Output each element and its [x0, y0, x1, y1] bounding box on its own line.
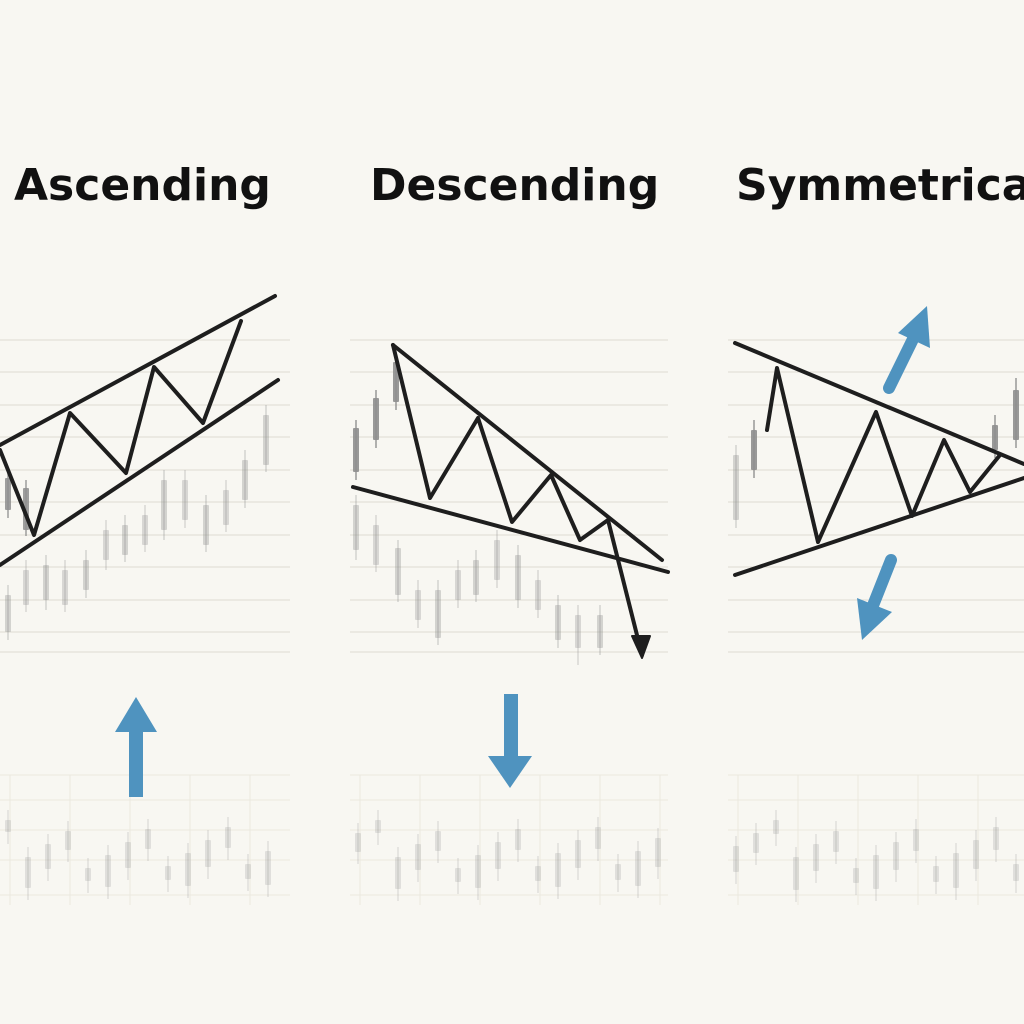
candle-body [185, 853, 191, 886]
candle-body [105, 855, 111, 887]
candle-body [65, 831, 71, 850]
candle-body [23, 570, 29, 605]
candle-body [205, 840, 211, 867]
breakout-up-arrowhead [898, 306, 930, 348]
candle-body [993, 827, 999, 850]
candle-body [415, 844, 421, 870]
candle-body [833, 831, 839, 852]
trendline [733, 476, 1024, 577]
candle-body [355, 833, 361, 852]
candle-body [5, 820, 11, 832]
candle-body [395, 548, 401, 595]
candle-body [475, 855, 481, 888]
panel-title-ascending: Ascending [14, 160, 271, 211]
candle-body [25, 857, 31, 888]
candle-body [793, 857, 799, 890]
candle-body [615, 864, 621, 880]
candle-body [415, 590, 421, 620]
candle-body [373, 525, 379, 565]
candle-body [495, 842, 501, 869]
candle-body [242, 460, 248, 500]
candle-body [375, 820, 381, 833]
candle-body [555, 853, 561, 887]
candle-body [635, 851, 641, 886]
candle-body [555, 605, 561, 640]
candle-body [395, 857, 401, 889]
candle-body [353, 428, 359, 472]
candle-body [1013, 864, 1019, 881]
price-zigzag [391, 343, 644, 657]
breakdown-down-arrow [866, 554, 897, 614]
candle-body [515, 829, 521, 850]
breakdown-down-arrowhead [857, 598, 892, 640]
panel-title-descending: Descending [370, 160, 660, 211]
candle-body [933, 866, 939, 882]
breakout-up-arrow [883, 329, 921, 394]
candle-body [953, 853, 959, 888]
candle-body [161, 480, 167, 530]
candle-body [145, 829, 151, 849]
candle-body [45, 844, 51, 869]
candle-body [85, 868, 91, 881]
candle-body [813, 844, 819, 871]
candle-body [182, 480, 188, 520]
candle-body [597, 615, 603, 648]
candle-body [751, 430, 757, 470]
candle-body [893, 842, 899, 870]
candle-body [455, 570, 461, 600]
trendline [733, 341, 1024, 466]
candle-body [62, 570, 68, 605]
candle-body [992, 425, 998, 450]
candle-body [435, 590, 441, 638]
candle-body [575, 840, 581, 868]
candle-body [5, 595, 11, 632]
candle-body [455, 868, 461, 882]
candle-body [103, 530, 109, 560]
candle-body [973, 840, 979, 869]
candle-body [733, 846, 739, 872]
candle-body [535, 866, 541, 881]
panel-title-symmetrical: Symmetrical [736, 160, 1024, 211]
candle-body [575, 615, 581, 648]
trendline [0, 378, 280, 567]
candle-body [165, 866, 171, 880]
candle-body [435, 831, 441, 851]
candle-body [773, 820, 779, 834]
breakdown-arrowhead [631, 635, 651, 659]
candle-body [263, 415, 269, 465]
candle-body [853, 868, 859, 883]
price-zigzag [0, 319, 243, 537]
candle-body [223, 490, 229, 525]
candle-body [125, 842, 131, 868]
candle-body [142, 515, 148, 545]
price-zigzag [765, 366, 1002, 544]
candle-body [494, 540, 500, 580]
candle-body [43, 565, 49, 600]
candle-body [122, 525, 128, 555]
trendline [391, 343, 664, 562]
candle-body [245, 864, 251, 879]
candle-body [913, 829, 919, 851]
candle-body [225, 827, 231, 848]
trendline [0, 294, 277, 447]
candle-body [83, 560, 89, 590]
candle-body [535, 580, 541, 610]
candle-body [1013, 390, 1019, 440]
candle-body [473, 560, 479, 595]
candle-body [733, 455, 739, 520]
breakout-up-arrow [115, 697, 157, 797]
candle-body [5, 478, 11, 510]
candle-body [353, 505, 359, 550]
candle-body [595, 827, 601, 849]
candle-body [655, 838, 661, 867]
candle-body [373, 398, 379, 440]
breakout-down-arrow [488, 694, 532, 788]
candle-body [515, 555, 521, 600]
candle-body [265, 851, 271, 885]
candle-body [873, 855, 879, 889]
candle-body [753, 833, 759, 853]
candle-body [203, 505, 209, 545]
